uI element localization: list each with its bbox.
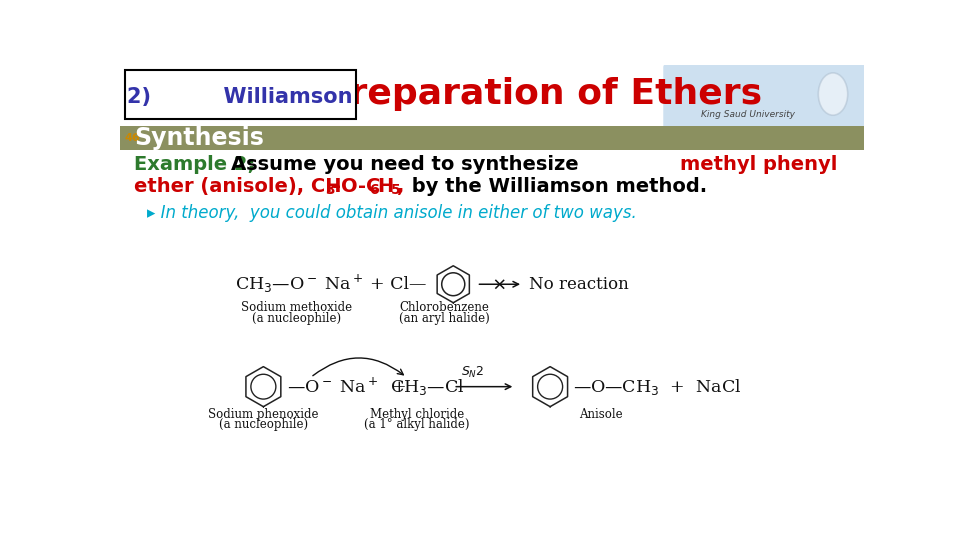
- Text: Chlorobenzene: Chlorobenzene: [399, 301, 489, 314]
- Text: Assume you need to synthesize: Assume you need to synthesize: [230, 156, 579, 174]
- Text: ▸ In theory,  you could obtain anisole in either of two ways.: ▸ In theory, you could obtain anisole in…: [147, 204, 636, 221]
- Text: (an aryl halide): (an aryl halide): [398, 312, 490, 325]
- Text: Example 2;: Example 2;: [134, 156, 255, 174]
- Text: 46: 46: [125, 133, 140, 143]
- Text: No reaction: No reaction: [529, 276, 629, 293]
- Text: CH$_3$—O$^-$ Na$^+$: CH$_3$—O$^-$ Na$^+$: [234, 273, 363, 295]
- Text: CH$_3$—Cl: CH$_3$—Cl: [390, 377, 465, 397]
- Text: by the Williamson method.: by the Williamson method.: [405, 177, 708, 196]
- Text: Anisole: Anisole: [579, 408, 622, 421]
- Text: 6: 6: [370, 183, 379, 197]
- Text: 5: 5: [391, 183, 400, 197]
- Bar: [120, 126, 864, 150]
- FancyBboxPatch shape: [126, 70, 355, 119]
- Text: -O-C: -O-C: [333, 177, 380, 196]
- Text: + Cl—: + Cl—: [371, 276, 426, 293]
- Text: $S_N2$: $S_N2$: [461, 365, 485, 380]
- Text: Methyl chloride: Methyl chloride: [370, 408, 464, 421]
- Text: ether (anisole), CH: ether (anisole), CH: [134, 177, 342, 196]
- Text: Sodium phenoxide: Sodium phenoxide: [208, 408, 319, 421]
- Text: (a nucleophile): (a nucleophile): [252, 312, 341, 325]
- Ellipse shape: [818, 73, 848, 115]
- Text: (a 1° alkyl halide): (a 1° alkyl halide): [364, 418, 469, 431]
- Text: 2)          Williamson: 2) Williamson: [128, 87, 353, 107]
- Text: Synthesis: Synthesis: [134, 126, 264, 150]
- FancyBboxPatch shape: [663, 64, 865, 133]
- Text: 3: 3: [325, 183, 335, 197]
- Text: —O—CH$_3$  +  NaCl: —O—CH$_3$ + NaCl: [572, 377, 741, 397]
- Text: Sodium methoxide: Sodium methoxide: [241, 301, 352, 314]
- Text: —O$^-$ Na$^+$  +: —O$^-$ Na$^+$ +: [287, 377, 406, 396]
- Text: (a nucleophile): (a nucleophile): [219, 418, 308, 431]
- Text: methyl phenyl: methyl phenyl: [680, 156, 837, 174]
- Text: ,: ,: [397, 177, 405, 196]
- Text: King Saud University: King Saud University: [701, 110, 795, 119]
- Text: H: H: [377, 177, 394, 196]
- Text: Preparation of Ethers: Preparation of Ethers: [323, 77, 762, 111]
